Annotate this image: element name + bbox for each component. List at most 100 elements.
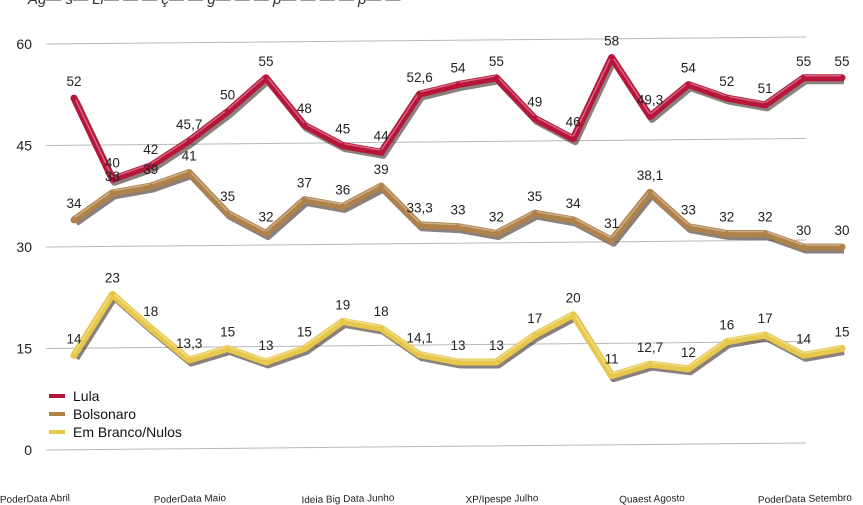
data-label-lula-6: 48 — [297, 101, 312, 116]
data-label-lula-20: 55 — [834, 54, 849, 69]
data-label-lula-16: 54 — [681, 61, 697, 76]
data-point-em-branco-nulos-6 — [302, 346, 307, 351]
data-point-lula-17 — [724, 96, 729, 101]
data-point-em-branco-nulos-1 — [110, 292, 115, 297]
data-point-bolsonaro-4 — [225, 211, 230, 216]
x-category-label-poderdata-abril: PoderData Abril — [0, 493, 70, 505]
data-label-bolsonaro-8: 39 — [374, 162, 389, 177]
legend-item-lula: Lula — [49, 387, 182, 405]
data-point-lula-7 — [340, 143, 345, 148]
data-label-lula-5: 55 — [258, 54, 273, 69]
chart-legend: Lula Bolsonaro Em Branco/Nulos — [49, 387, 182, 441]
data-label-bolsonaro-11: 32 — [489, 209, 504, 224]
data-label-bolsonaro-9: 33,3 — [406, 201, 432, 216]
legend-item-bolsonaro: Bolsonaro — [49, 405, 182, 423]
data-label-lula-14: 58 — [604, 34, 619, 49]
data-point-em-branco-nulos-4 — [225, 346, 230, 351]
data-point-bolsonaro-18 — [763, 231, 768, 236]
data-label-em-branco-nulos-18: 17 — [758, 311, 773, 326]
data-point-bolsonaro-10 — [456, 224, 461, 229]
data-point-em-branco-nulos-13 — [571, 312, 576, 317]
data-point-lula-0 — [72, 96, 77, 101]
legend-label-bolsonaro: Bolsonaro — [73, 406, 136, 422]
data-label-lula-18: 51 — [758, 81, 773, 96]
data-point-lula-10 — [456, 82, 461, 87]
data-label-lula-0: 52 — [66, 74, 81, 89]
data-point-lula-11 — [494, 75, 499, 80]
data-label-bolsonaro-19: 30 — [796, 223, 811, 238]
data-label-lula-4: 50 — [220, 88, 235, 103]
gridline-30 — [46, 240, 806, 247]
data-label-lula-3: 45,7 — [176, 117, 202, 132]
data-label-em-branco-nulos-3: 13,3 — [176, 336, 202, 351]
data-point-bolsonaro-9 — [417, 222, 422, 227]
gridline-60 — [46, 37, 806, 44]
data-label-bolsonaro-6: 37 — [297, 176, 312, 191]
data-point-em-branco-nulos-9 — [417, 352, 422, 357]
data-label-bolsonaro-17: 32 — [719, 209, 734, 224]
data-point-em-branco-nulos-16 — [686, 366, 691, 371]
data-label-bolsonaro-12: 35 — [527, 189, 542, 204]
data-point-em-branco-nulos-10 — [456, 360, 461, 365]
legend-label-lula: Lula — [73, 388, 99, 404]
data-label-lula-10: 54 — [450, 61, 466, 76]
data-point-em-branco-nulos-19 — [801, 353, 806, 358]
legend-item-em-branco-nulos: Em Branco/Nulos — [49, 423, 182, 441]
data-point-bolsonaro-15 — [648, 190, 653, 195]
gridline-45 — [46, 139, 806, 146]
data-point-bolsonaro-7 — [340, 204, 345, 209]
data-label-em-branco-nulos-4: 15 — [220, 325, 235, 340]
data-point-bolsonaro-2 — [148, 184, 153, 189]
data-label-em-branco-nulos-16: 12 — [681, 345, 696, 360]
data-point-bolsonaro-20 — [840, 245, 845, 250]
x-category-label-xp-ipespe-julho: XP/Ipespe Julho — [465, 493, 539, 505]
data-label-lula-12: 49 — [527, 94, 542, 109]
data-point-em-branco-nulos-18 — [763, 332, 768, 337]
data-point-em-branco-nulos-15 — [648, 362, 653, 367]
y-tick-label-60: 60 — [16, 36, 32, 52]
data-label-em-branco-nulos-10: 13 — [450, 338, 465, 353]
data-point-bolsonaro-14 — [609, 238, 614, 243]
data-label-bolsonaro-7: 36 — [335, 182, 350, 197]
y-tick-label-0: 0 — [24, 442, 32, 458]
data-label-em-branco-nulos-15: 12,7 — [637, 340, 663, 355]
data-point-em-branco-nulos-7 — [340, 319, 345, 324]
data-point-em-branco-nulos-20 — [840, 346, 845, 351]
data-point-bolsonaro-12 — [532, 211, 537, 216]
data-point-lula-19 — [801, 75, 806, 80]
data-point-bolsonaro-0 — [72, 217, 77, 222]
data-label-em-branco-nulos-14: 11 — [605, 352, 619, 367]
x-category-label-quaest-agosto: Quaest Agosto — [619, 493, 685, 505]
data-label-bolsonaro-1: 38 — [105, 169, 120, 184]
data-point-lula-18 — [763, 102, 768, 107]
data-label-bolsonaro-13: 34 — [566, 196, 582, 211]
data-point-lula-15 — [648, 114, 653, 119]
y-tick-label-45: 45 — [16, 138, 32, 154]
data-label-em-branco-nulos-6: 15 — [297, 325, 312, 340]
data-label-bolsonaro-20: 30 — [834, 223, 849, 238]
data-point-em-branco-nulos-3 — [187, 358, 192, 363]
data-label-lula-2: 42 — [143, 142, 158, 157]
data-point-lula-4 — [225, 109, 230, 114]
data-point-em-branco-nulos-0 — [72, 353, 77, 358]
data-point-lula-12 — [532, 116, 537, 121]
data-point-bolsonaro-8 — [379, 184, 384, 189]
data-label-em-branco-nulos-13: 20 — [566, 291, 581, 306]
data-point-bolsonaro-6 — [302, 197, 307, 202]
data-point-lula-3 — [187, 138, 192, 143]
data-point-lula-16 — [686, 82, 691, 87]
data-label-lula-13: 46 — [566, 115, 581, 130]
data-label-bolsonaro-3: 41 — [182, 149, 197, 164]
data-label-bolsonaro-0: 34 — [66, 196, 82, 211]
data-label-lula-9: 52,6 — [406, 70, 432, 85]
data-point-em-branco-nulos-14 — [609, 373, 614, 378]
data-point-em-branco-nulos-17 — [724, 339, 729, 344]
legend-swatch-bolsonaro — [49, 412, 65, 416]
data-point-lula-14 — [609, 55, 614, 60]
data-label-bolsonaro-4: 35 — [220, 189, 235, 204]
data-label-bolsonaro-14: 31 — [604, 216, 619, 231]
data-label-bolsonaro-18: 32 — [758, 209, 773, 224]
data-label-lula-15: 49,3 — [637, 92, 663, 107]
data-point-lula-8 — [379, 150, 384, 155]
data-label-em-branco-nulos-17: 16 — [719, 318, 734, 333]
